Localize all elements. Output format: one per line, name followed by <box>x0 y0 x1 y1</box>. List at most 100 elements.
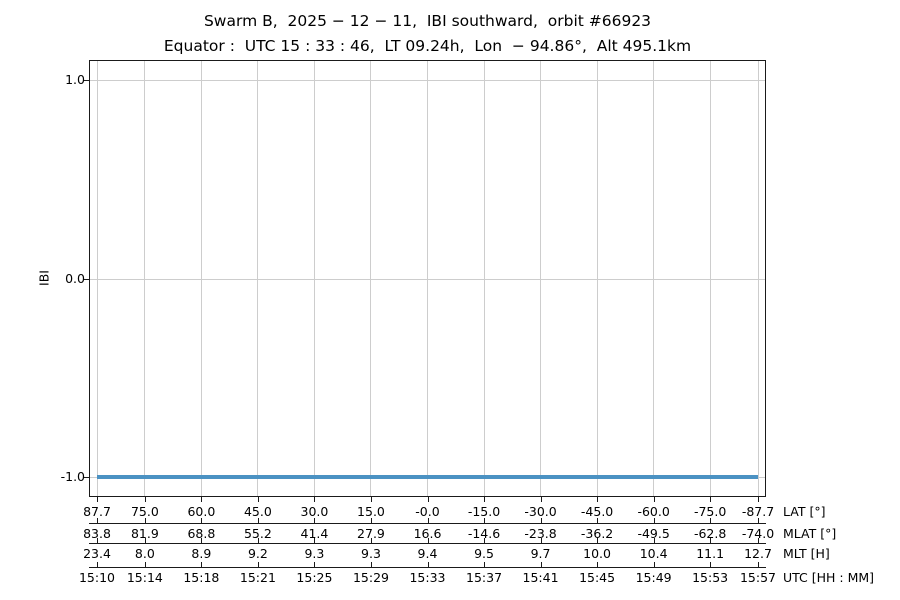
x-tick-mark <box>370 497 372 502</box>
x-tick-mark <box>653 518 655 523</box>
x-tick-mark <box>710 518 712 523</box>
x-tick-mark <box>144 538 146 543</box>
x-tick-label: 15:21 <box>239 570 276 585</box>
x-tick-mark <box>144 562 146 567</box>
x-tick-label: 16.6 <box>413 526 442 541</box>
chart-title: Swarm B, 2025 − 12 − 11, IBI southward, … <box>203 12 652 30</box>
y-gridline <box>90 79 765 81</box>
x-tick-label: 12.7 <box>744 546 772 561</box>
ibi-series-line <box>97 475 758 480</box>
x-tick-mark <box>710 497 712 502</box>
y-tick-mark <box>84 278 89 280</box>
x-tick-mark <box>597 518 599 523</box>
x-tick-mark <box>758 518 759 523</box>
x-tick-mark <box>540 538 542 543</box>
x-tick-mark <box>201 497 203 502</box>
x-tick-mark <box>314 538 316 543</box>
x-tick-mark <box>201 538 203 543</box>
x-tick-mark <box>427 562 429 567</box>
x-tick-label: -23.8 <box>524 526 557 541</box>
x-tick-mark <box>370 562 372 567</box>
x-tick-label: 15:41 <box>522 570 559 585</box>
axis-row-label-mlat: MLAT [°] <box>783 526 837 541</box>
y-tick-label: 1.0 <box>65 71 85 87</box>
x-tick-label: -36.2 <box>580 526 614 541</box>
x-tick-label: 87.7 <box>83 504 111 519</box>
x-tick-mark <box>427 538 429 543</box>
x-tick-mark <box>144 518 146 523</box>
y-tick-mark <box>84 477 89 479</box>
x-tick-mark <box>597 497 599 502</box>
x-tick-label: -75.0 <box>693 504 727 519</box>
x-tick-label: -15.0 <box>467 504 501 519</box>
x-tick-mark <box>653 562 655 567</box>
x-tick-label: 15:49 <box>635 570 672 585</box>
x-tick-label: -45.0 <box>580 504 614 519</box>
x-tick-label: 23.4 <box>83 546 111 561</box>
x-tick-mark <box>484 497 486 502</box>
x-tick-mark <box>758 497 759 502</box>
x-tick-label: 30.0 <box>300 504 329 519</box>
x-tick-label: 68.8 <box>187 526 216 541</box>
x-tick-label: 9.3 <box>304 546 325 561</box>
x-tick-mark <box>758 538 759 543</box>
x-tick-mark <box>427 497 429 502</box>
axis-row-line <box>89 567 766 568</box>
x-tick-mark <box>540 497 542 502</box>
x-tick-mark <box>314 497 316 502</box>
x-tick-mark <box>144 497 146 502</box>
x-tick-mark <box>427 518 429 523</box>
x-tick-mark <box>710 562 712 567</box>
x-tick-label: 15:45 <box>579 570 616 585</box>
x-tick-label: 55.2 <box>243 526 272 541</box>
x-tick-label: 9.2 <box>247 546 268 561</box>
x-tick-mark <box>484 538 486 543</box>
x-tick-label: 9.5 <box>474 546 494 561</box>
x-tick-label: 8.0 <box>134 546 155 561</box>
x-tick-mark <box>257 497 259 502</box>
x-tick-label: -87.7 <box>741 504 775 519</box>
x-tick-mark <box>314 562 316 567</box>
x-tick-label: 15:18 <box>183 570 220 585</box>
x-tick-mark <box>97 562 98 567</box>
chart-subtitle: Equator : UTC 15 : 33 : 46, LT 09.24h, L… <box>163 37 692 55</box>
x-tick-label: 15:33 <box>409 570 446 585</box>
x-tick-label: 8.9 <box>191 546 212 561</box>
x-tick-label: 10.0 <box>583 546 611 561</box>
x-tick-label: 15:57 <box>739 570 777 585</box>
x-tick-label: -62.8 <box>693 526 727 541</box>
x-tick-mark <box>97 518 98 523</box>
x-tick-label: -74.0 <box>741 526 775 541</box>
axis-row-line <box>89 543 766 544</box>
x-tick-mark <box>201 518 203 523</box>
x-tick-label: 15.0 <box>357 504 385 519</box>
axis-row-label-utc: UTC [HH : MM] <box>783 570 875 585</box>
x-tick-mark <box>257 538 259 543</box>
y-tick-mark <box>84 79 89 81</box>
x-tick-label: 27.9 <box>357 526 385 541</box>
x-tick-mark <box>370 538 372 543</box>
x-tick-label: 83.8 <box>83 526 111 541</box>
x-tick-label: 11.1 <box>696 546 725 561</box>
x-tick-label: -60.0 <box>637 504 670 519</box>
x-tick-mark <box>540 562 542 567</box>
axis-row-label-mlt: MLT [H] <box>783 546 830 561</box>
x-tick-mark <box>257 518 259 523</box>
x-tick-label: -30.0 <box>524 504 557 519</box>
y-tick-label: -1.0 <box>60 469 85 485</box>
x-tick-label: 81.9 <box>130 526 159 541</box>
x-tick-label: 9.3 <box>361 546 381 561</box>
x-tick-label: 75.0 <box>130 504 159 519</box>
x-tick-label: -14.6 <box>467 526 501 541</box>
x-tick-mark <box>653 538 655 543</box>
x-tick-label: 10.4 <box>639 546 668 561</box>
x-tick-mark <box>710 538 712 543</box>
x-tick-mark <box>540 518 542 523</box>
x-tick-mark <box>257 562 259 567</box>
x-tick-label: 45.0 <box>243 504 272 519</box>
x-tick-label: 15:53 <box>692 570 729 585</box>
x-tick-label: 41.4 <box>300 526 329 541</box>
y-tick-label: 0.0 <box>65 270 85 286</box>
x-tick-mark <box>597 538 599 543</box>
